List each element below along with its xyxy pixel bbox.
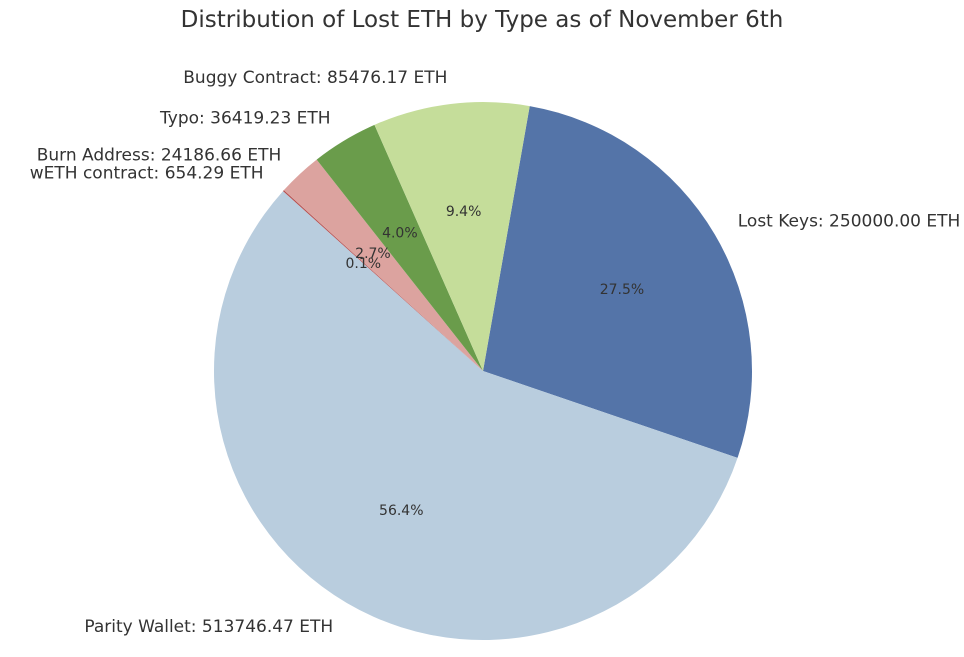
pie-slice-typo xyxy=(316,124,483,372)
slice-label-weth-contract: wETH contract: 654.29 ETH xyxy=(30,164,264,184)
percent-labels: 27.5% 56.4% 0.1%2.7% 4.0% 9.4% xyxy=(345,204,644,519)
percent-label-parity-wallet: 56.4% xyxy=(379,503,423,519)
slice-labels: Lost Keys: 250000.00 ETH Parity Wallet: 5… xyxy=(30,68,961,637)
percent-label-lost-keys: 27.5% xyxy=(600,282,644,298)
percent-label-typo: 4.0% xyxy=(382,226,418,242)
pie-slice-buggy-contract xyxy=(374,102,530,371)
chart-title: Distribution of Lost ETH by Type as of N… xyxy=(181,7,784,33)
pie-slice-parity-wallet xyxy=(213,191,738,641)
pie-slices xyxy=(213,102,752,641)
slice-label-burn-address: Burn Address: 24186.66 ETH xyxy=(37,146,282,166)
slice-label-buggy-contract: Buggy Contract: 85476.17 ETH xyxy=(183,68,447,88)
percent-label-burn-address: 2.7% xyxy=(355,246,391,262)
percent-label-buggy-contract: 9.4% xyxy=(446,204,482,220)
pie-slice-weth-contract xyxy=(283,190,483,371)
slice-label-typo: Typo: 36419.23 ETH xyxy=(159,108,331,128)
pie-slice-burn-address xyxy=(283,159,483,371)
pie-slice-lost-keys xyxy=(483,106,752,458)
percent-label-weth-contract: 0.1% xyxy=(345,256,381,272)
slice-label-parity-wallet: Parity Wallet: 513746.47 ETH xyxy=(84,617,333,637)
slice-label-lost-keys: Lost Keys: 250000.00 ETH xyxy=(738,211,961,231)
